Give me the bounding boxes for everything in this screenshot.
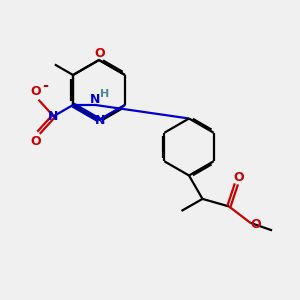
Text: N: N xyxy=(94,114,105,127)
Text: -: - xyxy=(42,78,48,93)
Text: N: N xyxy=(48,110,59,123)
Text: N: N xyxy=(90,93,101,106)
Text: O: O xyxy=(250,218,261,231)
Text: O: O xyxy=(233,171,244,184)
Text: O: O xyxy=(94,47,105,60)
Text: O: O xyxy=(31,85,41,98)
Text: H: H xyxy=(100,88,110,99)
Text: O: O xyxy=(31,135,41,148)
